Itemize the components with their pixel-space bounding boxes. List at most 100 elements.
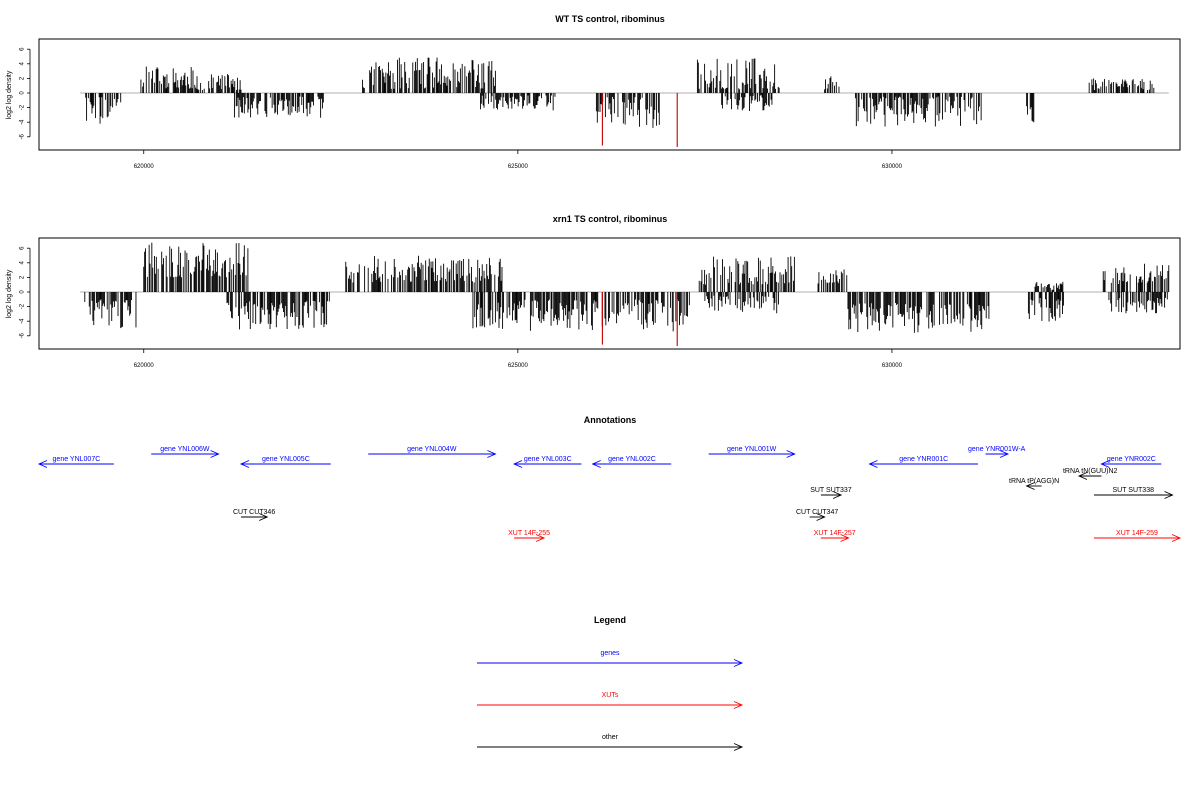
annotation-feature: gene YNR001W-A xyxy=(968,446,1026,458)
xrn1-x-tick-label: 625000 xyxy=(508,363,529,369)
annotation-feature-arrowhead xyxy=(840,534,850,542)
annotation-feature: gene YNL002C xyxy=(591,456,672,468)
wt-x-axis: 620000 625000 630000 xyxy=(134,150,903,170)
annotation-feature-arrowhead xyxy=(512,460,523,468)
wt-x-tick-label: 620000 xyxy=(134,164,155,170)
annotation-feature: gene YNR001C xyxy=(868,456,978,468)
legend-entry: other xyxy=(477,734,744,751)
annotation-feature-label: SUT SUT338 xyxy=(1112,487,1154,494)
wt-y-tick-label: 0 xyxy=(20,91,26,95)
wt-panel: WT TS control, ribominus log2 log densit… xyxy=(6,14,1181,170)
annotation-feature-arrowhead xyxy=(1171,534,1182,542)
xrn1-y-axis-label: log2 log density xyxy=(6,269,13,318)
annotation-feature: XUT 14F-259 xyxy=(1093,530,1182,542)
annotation-feature-arrowhead xyxy=(868,460,878,468)
legend-entry: genes xyxy=(477,650,744,667)
annotation-feature: CUT CUT346 xyxy=(233,509,275,521)
wt-y-tick-label: 4 xyxy=(20,61,26,65)
annotation-feature-arrowhead xyxy=(1025,482,1035,490)
legend: Legend genes XUTs other xyxy=(477,615,744,751)
xrn1-y-axis: 6 4 2 0 -2 -4 -6 xyxy=(20,246,31,338)
annotation-feature-arrowhead xyxy=(535,534,546,542)
annotation-feature-arrowhead xyxy=(487,450,497,458)
annotation-feature-label: gene YNL002C xyxy=(608,456,656,463)
annotation-feature-arrowhead xyxy=(999,450,1010,458)
annotation-feature: tRNA tP(AGG)N xyxy=(1009,478,1059,490)
annotations-title: Annotations xyxy=(584,415,637,425)
annotation-feature-label: tRNA tP(AGG)N xyxy=(1009,478,1059,485)
annotation-feature-label: gene YNR001W-A xyxy=(968,446,1026,453)
xrn1-y-tick-label: 4 xyxy=(20,260,26,264)
annotation-feature-arrowhead xyxy=(786,450,796,458)
annotation-feature-arrowhead xyxy=(210,450,220,458)
legend-entry-arrowhead xyxy=(733,743,744,751)
wt-y-tick-label: -2 xyxy=(20,104,26,110)
wt-bars xyxy=(80,57,1169,128)
annotation-features: gene YNL007C gene YNL006W gene YNL005C gene… xyxy=(37,446,1182,542)
xrn1-panel: xrn1 TS control, ribominus log2 log dens… xyxy=(6,214,1181,369)
annotation-feature-label: CUT CUT346 xyxy=(233,509,275,516)
annotation-feature-arrowhead xyxy=(37,460,48,468)
annotation-feature-label: gene YNL004W xyxy=(407,446,457,453)
annotation-feature: gene YNL003C xyxy=(512,456,582,468)
xrn1-panel-title: xrn1 TS control, ribominus xyxy=(553,214,668,224)
wt-plot-frame xyxy=(38,38,1181,151)
annotation-feature-arrowhead xyxy=(1077,472,1088,480)
annotation-feature: CUT CUT347 xyxy=(796,509,838,521)
annotation-feature: XUT 14F-255 xyxy=(508,530,550,542)
legend-entries: genes XUTs other xyxy=(477,650,744,751)
xrn1-y-tick-label: 6 xyxy=(20,246,26,250)
annotation-feature: SUT SUT338 xyxy=(1093,487,1174,499)
legend-entry-arrowhead xyxy=(733,701,744,709)
wt-y-tick-label: 6 xyxy=(20,47,26,51)
annotation-feature-label: CUT CUT347 xyxy=(796,509,838,516)
wt-y-axis-label: log2 log density xyxy=(6,70,13,119)
xrn1-bars xyxy=(80,242,1170,333)
legend-entry-label: other xyxy=(602,734,619,741)
annotation-feature: gene YNL001W xyxy=(708,446,796,458)
xrn1-y-tick-label: -4 xyxy=(20,318,26,324)
xrn1-plot-frame xyxy=(38,237,1181,350)
annotation-feature: XUT 14F-257 xyxy=(814,530,856,542)
annotation-feature: gene YNL006W xyxy=(151,446,220,458)
annotation-feature-arrowhead xyxy=(816,513,826,521)
xrn1-x-axis: 620000 625000 630000 xyxy=(134,349,903,369)
wt-y-tick-label: -6 xyxy=(20,133,26,139)
annotation-feature-label: gene YNL005C xyxy=(262,456,310,463)
wt-panel-title: WT TS control, ribominus xyxy=(555,14,665,24)
annotation-feature-arrowhead xyxy=(259,513,269,521)
wt-x-tick-label: 630000 xyxy=(882,164,903,170)
wt-y-tick-label: -4 xyxy=(20,119,26,125)
annotation-feature-label: tRNA tN(GUU)N2 xyxy=(1063,468,1118,475)
legend-title: Legend xyxy=(594,615,626,625)
annotation-feature: gene YNR002C xyxy=(1100,456,1162,468)
annotation-feature-label: gene YNR002C xyxy=(1107,456,1156,463)
annotation-feature: SUT SUT337 xyxy=(810,487,852,499)
annotation-feature-arrowhead xyxy=(239,460,250,468)
xrn1-x-tick-label: 630000 xyxy=(882,363,903,369)
xrn1-x-tick-label: 620000 xyxy=(134,363,155,369)
xrn1-y-tick-label: 2 xyxy=(20,275,26,279)
xrn1-y-tick-label: 0 xyxy=(20,290,26,294)
annotation-feature: gene YNL005C xyxy=(239,456,331,468)
annotation-feature: tRNA tN(GUU)N2 xyxy=(1063,468,1118,480)
annotation-feature-label: gene YNL001W xyxy=(727,446,777,453)
annotation-feature-label: XUT 14F-259 xyxy=(1116,530,1158,537)
annotation-feature: gene YNL007C xyxy=(37,456,114,468)
wt-x-tick-label: 625000 xyxy=(508,164,529,170)
annotation-feature-label: gene YNR001C xyxy=(899,456,948,463)
legend-entry-label: XUTs xyxy=(602,692,619,699)
legend-entry-arrowhead xyxy=(733,659,744,667)
xrn1-y-tick-label: -6 xyxy=(20,332,26,338)
wt-y-tick-label: 2 xyxy=(20,76,26,80)
annotation-feature-label: SUT SUT337 xyxy=(810,487,852,494)
annotation-feature-arrowhead xyxy=(1164,491,1174,499)
annotation-feature-label: gene YNL006W xyxy=(160,446,210,453)
wt-highlight-bars xyxy=(601,93,678,148)
annotation-feature-arrowhead xyxy=(832,491,843,499)
legend-entry-label: genes xyxy=(600,650,620,657)
xrn1-y-tick-label: -2 xyxy=(20,303,26,309)
annotation-feature-label: gene YNL007C xyxy=(53,456,101,463)
